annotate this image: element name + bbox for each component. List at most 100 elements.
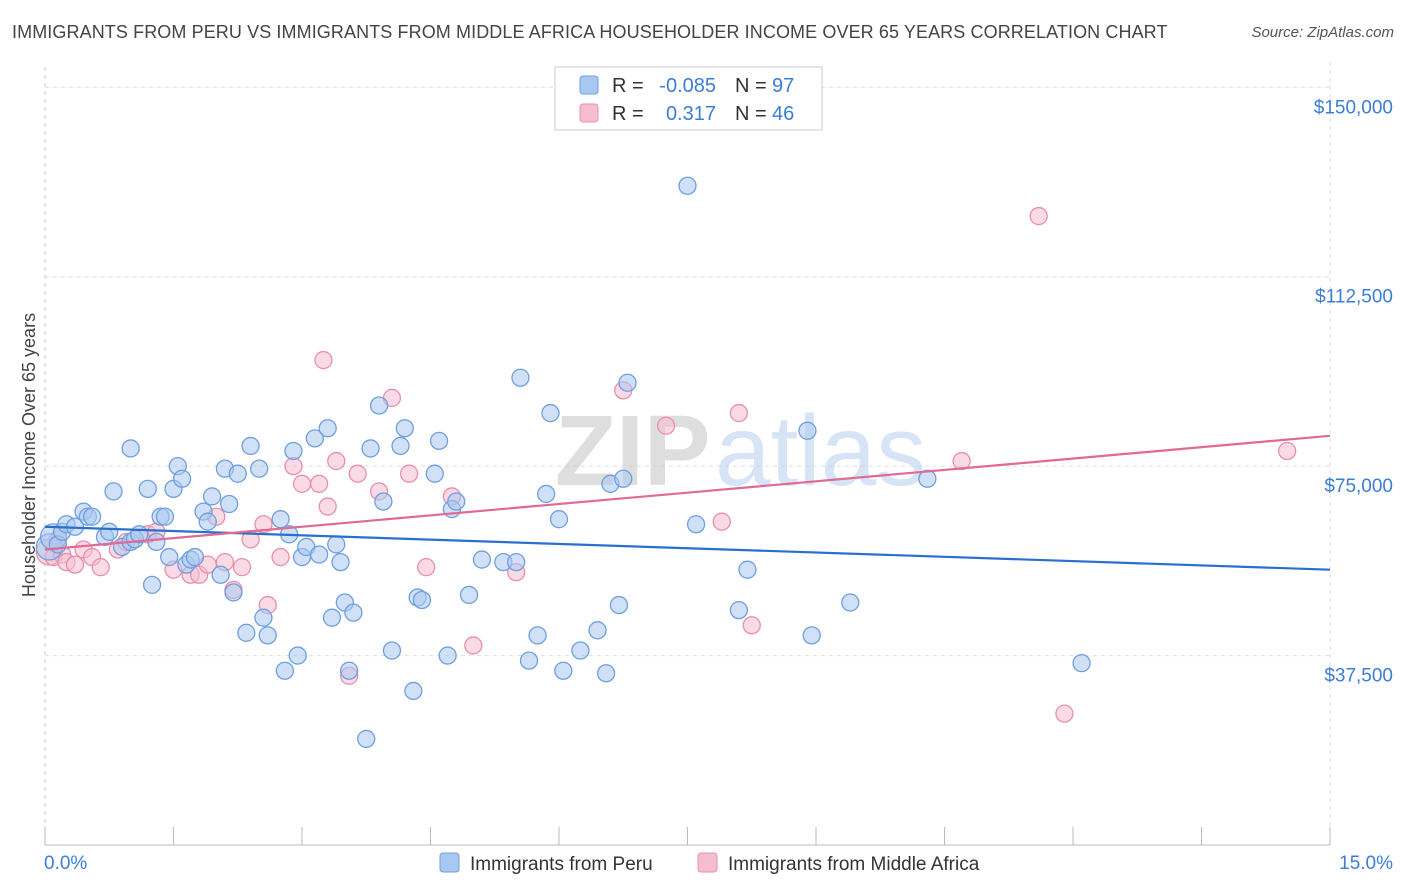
point-peru — [327, 535, 346, 554]
point-middle-africa — [417, 558, 436, 577]
chart-title: IMMIGRANTS FROM PERU VS IMMIGRANTS FROM … — [12, 22, 1168, 42]
point-peru — [511, 368, 530, 387]
point-peru — [160, 547, 179, 567]
point-peru — [82, 507, 102, 526]
legend-swatch-peru — [579, 75, 599, 95]
point-peru — [519, 651, 539, 670]
point-peru — [288, 646, 307, 665]
point-peru — [172, 469, 192, 488]
point-peru — [271, 510, 290, 529]
point-peru — [802, 626, 821, 645]
point-peru — [198, 512, 217, 531]
point-peru — [147, 532, 166, 552]
series-legend-swatch-middle-africa — [697, 852, 718, 873]
point-middle-africa — [91, 558, 110, 577]
watermark-atlas: atlas — [715, 395, 926, 507]
point-peru — [258, 626, 277, 645]
legend-r-label-peru: R = — [612, 75, 644, 97]
point-peru — [537, 484, 556, 504]
point-middle-africa — [712, 512, 731, 531]
point-peru — [729, 600, 749, 620]
point-middle-africa — [464, 636, 483, 655]
watermark-zip: ZIP — [555, 395, 711, 507]
point-middle-africa — [348, 464, 367, 483]
point-peru — [841, 593, 860, 612]
legend-r-label-africa: R = — [612, 103, 644, 125]
trend-line-peru — [44, 525, 1331, 571]
point-peru — [220, 494, 239, 514]
point-peru — [412, 590, 432, 610]
point-peru — [211, 565, 230, 584]
point-peru — [305, 429, 325, 448]
point-peru — [798, 421, 817, 440]
trend-line-middle-africa — [44, 434, 1331, 551]
point-peru — [369, 396, 389, 415]
y-tick-labels: $37,500 $75,000 $112,500 $150,000 — [1314, 97, 1393, 686]
point-peru — [429, 431, 449, 451]
point-middle-africa — [742, 616, 761, 635]
legend-n-label-peru: N = — [735, 75, 767, 97]
point-middle-africa — [65, 555, 85, 574]
point-peru — [438, 646, 457, 665]
y-axis-title: Householder Income Over 65 years — [19, 313, 39, 597]
point-peru — [357, 729, 376, 749]
point-peru — [284, 441, 303, 461]
y-tick-label: $75,000 — [1324, 476, 1393, 497]
series-legend-swatch-peru — [439, 852, 460, 873]
y-tick-label: $37,500 — [1324, 666, 1393, 687]
series-legend-label-africa: Immigrants from Middle Africa — [728, 854, 980, 875]
point-middle-africa — [952, 451, 971, 471]
point-middle-africa — [254, 515, 273, 534]
point-peru — [361, 439, 380, 458]
point-middle-africa — [399, 464, 419, 483]
point-peru — [447, 492, 466, 511]
legend-n-value-peru: 97 — [772, 75, 794, 97]
stats-legend: R = -0.085 N = 97 R = 0.317 N = 46 — [554, 66, 823, 131]
legend-r-value-peru: -0.085 — [659, 75, 716, 97]
series-legend: Immigrants from Peru Immigrants from Mid… — [439, 852, 980, 875]
source-label: Source: ZipAtlas.com — [1251, 24, 1394, 41]
point-middle-africa — [314, 350, 333, 370]
point-peru — [155, 507, 175, 526]
point-peru — [554, 661, 573, 680]
point-peru — [528, 626, 547, 645]
point-middle-africa — [656, 416, 676, 435]
point-peru — [104, 482, 123, 501]
point-middle-africa — [284, 456, 303, 476]
point-peru — [250, 459, 269, 478]
stats-legend-box — [554, 66, 823, 131]
point-middle-africa — [327, 451, 346, 471]
point-peru — [1072, 653, 1091, 673]
legend-n-value-africa: 46 — [772, 103, 794, 125]
point-middle-africa — [1029, 206, 1048, 226]
legend-n-label-africa: N = — [735, 103, 767, 125]
point-peru — [678, 176, 697, 195]
x-tick-label-min: 0.0% — [44, 853, 87, 874]
y-tick-label: $112,500 — [1315, 287, 1393, 308]
point-peru — [918, 469, 937, 488]
point-middle-africa — [309, 474, 329, 493]
point-peru — [571, 641, 590, 660]
point-peru — [142, 575, 162, 594]
point-peru — [374, 492, 393, 511]
point-peru — [609, 595, 629, 615]
point-middle-africa — [271, 547, 290, 567]
point-peru — [425, 464, 444, 483]
point-peru — [686, 515, 706, 534]
point-peru — [185, 547, 205, 567]
point-peru — [588, 621, 607, 640]
legend-swatch-middle-africa — [579, 103, 599, 123]
point-peru — [618, 373, 637, 392]
point-peru — [331, 552, 350, 572]
point-peru — [459, 585, 479, 605]
y-tick-label: $150,000 — [1314, 97, 1393, 118]
point-middle-africa — [318, 497, 337, 516]
point-peru — [382, 641, 402, 660]
series-legend-label-peru: Immigrants from Peru — [470, 854, 653, 875]
point-peru — [241, 436, 260, 456]
point-middle-africa — [729, 403, 749, 423]
point-peru — [322, 608, 342, 627]
point-middle-africa — [232, 558, 252, 577]
point-peru — [228, 464, 247, 483]
